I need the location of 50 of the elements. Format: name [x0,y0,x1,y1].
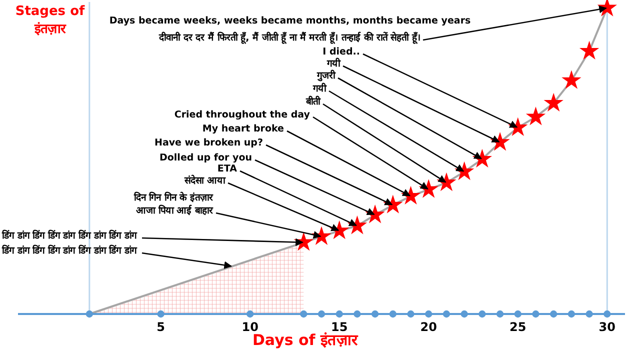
annotation: दिन गिन गिन के इंतज़ार [132,192,214,204]
annotation: Days became weeks, weeks became months, months became years [109,16,472,27]
annotation: I died.. [322,46,360,58]
x-tick-label: 20 [420,320,437,334]
point [157,310,164,318]
annotation: दीवानी दर दर मैं फिरती हूँ, मैं जीती हूँ ना मैं मरती हूँ। तन्हाई की रातें सेहती हूँ। [158,32,421,45]
point [86,310,93,318]
x-axis-title: Days of इंतज़ार [252,331,359,349]
point [514,310,522,318]
annotation: डिंग डांग डिंग डिंग डांग डिंग डांग डिंग डांग [1,230,138,242]
point [478,310,486,318]
point [246,310,254,318]
annotation: संदेसा आया [184,174,226,187]
point [318,310,326,318]
annotation: गुजरी [316,70,336,82]
point [425,310,432,318]
annotation: बीती [305,96,321,108]
annotation: ETA [217,164,238,175]
point [389,310,396,318]
annotation: गयी [312,82,327,95]
point [562,70,582,89]
point [336,310,343,318]
point [532,310,540,318]
annotation: गयी [326,58,341,70]
x-tick-label: 25 [510,320,526,334]
annotation: Cried throughout the day [174,110,311,121]
point [604,310,611,318]
point [526,106,546,126]
point [354,310,361,318]
annotation: Have we broken up? [154,138,263,149]
point [496,310,504,318]
y-axis-title: Stages of इंतज़ार [15,4,86,37]
point [371,310,379,318]
point [460,310,468,318]
point [300,310,308,318]
x-tick-label: 15 [331,320,348,334]
x-tick-label: 30 [598,320,616,334]
annotation: My heart broke [202,124,284,135]
point [579,40,600,60]
point [407,310,414,318]
x-tick-label: 10 [242,320,258,334]
point [544,92,564,112]
point [568,310,576,318]
annotation: डिंग डांग डिंग डिंग डांग डिंग डांग डिंग डांग [1,244,138,257]
annotation: Dolled up for you [160,152,252,164]
point [550,310,558,318]
x-tick-label: 5 [156,320,166,334]
point [586,310,593,318]
point [442,310,450,318]
annotation: आजा पिया आई बाहार [136,204,214,217]
